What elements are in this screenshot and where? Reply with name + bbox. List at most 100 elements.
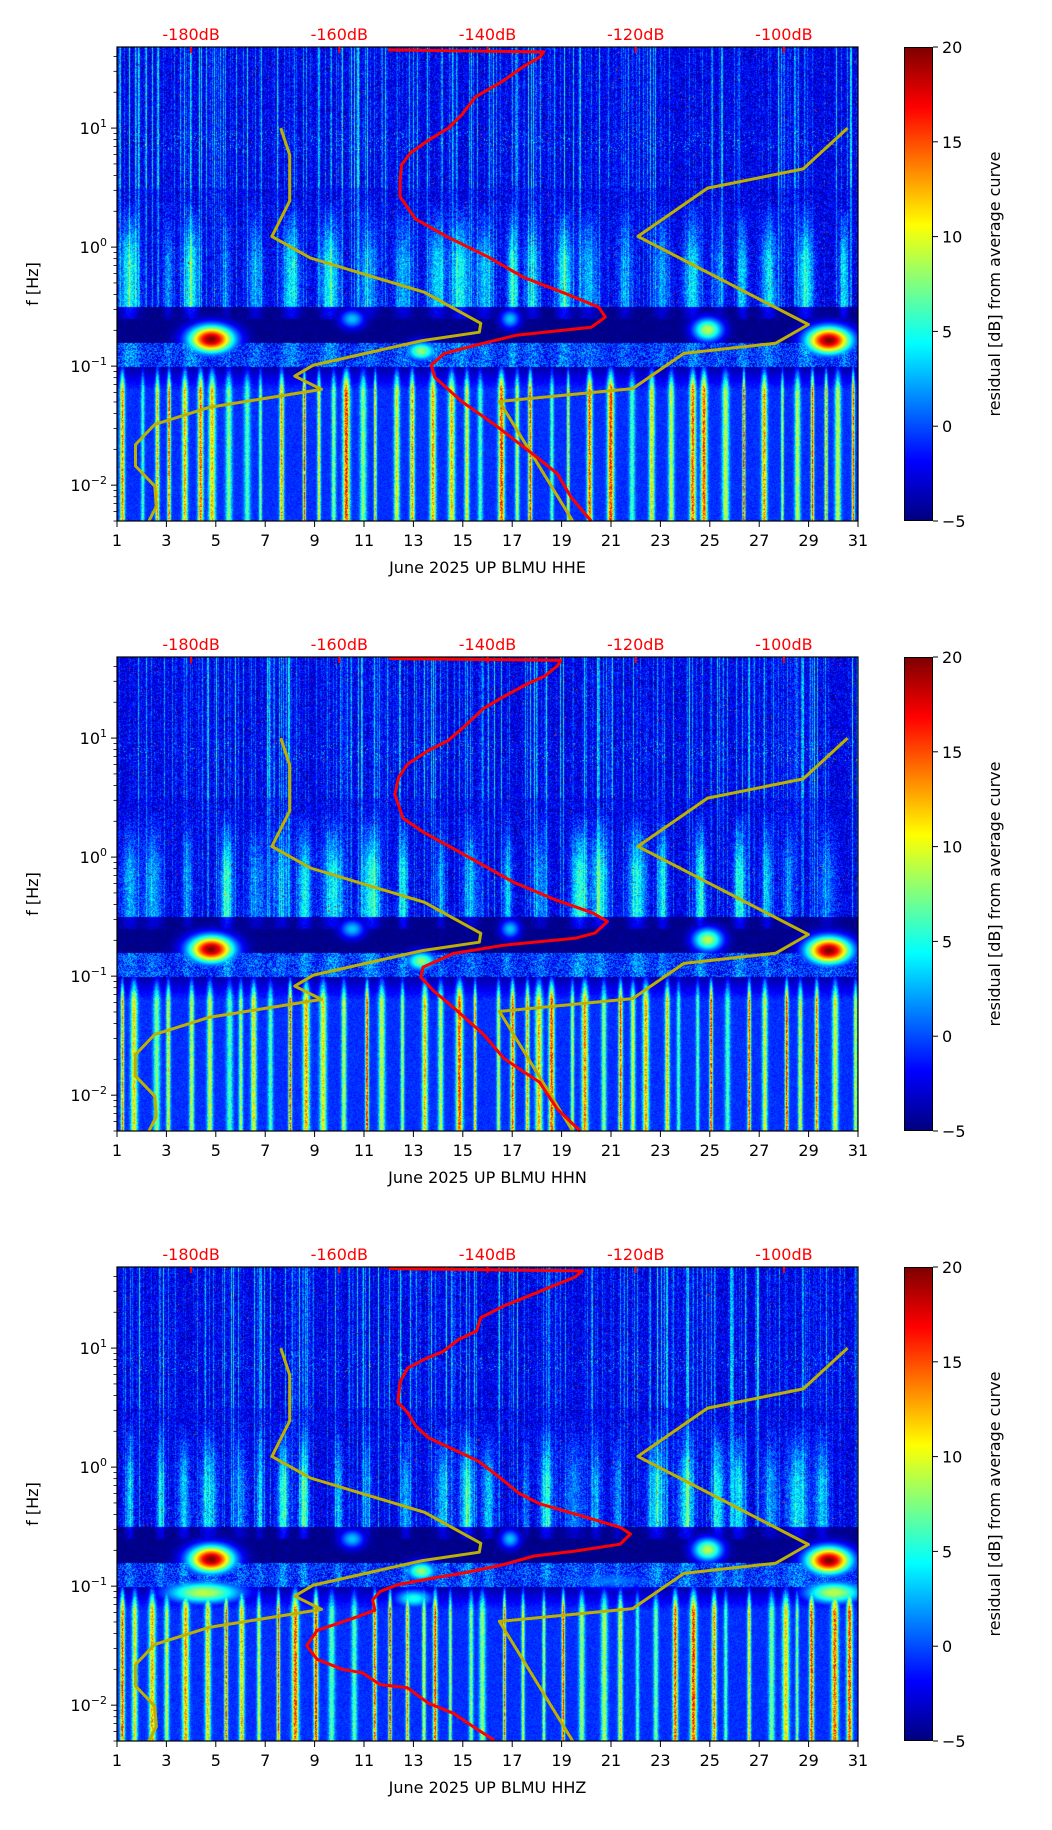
colorbar	[904, 47, 933, 521]
psd-curve	[388, 657, 609, 1133]
y-tick-label: 100	[80, 1456, 107, 1477]
x-tick-label: 17	[502, 1141, 522, 1160]
colorbar-tick-label: −5	[942, 512, 966, 531]
top-db-tick-label: -100dB	[755, 25, 812, 44]
colorbar-tick-label: 10	[942, 838, 962, 857]
spectrogram-panel-hhn: 1 3 5 7 9 11 13 15 17 19 21 23 25 27 29 31 June 2025 UP …	[0, 610, 1052, 1220]
top-db-tick-label: -160dB	[311, 635, 368, 654]
spectrogram-panel-hhz: 1 3 5 7 9 11 13 15 17 19 21 23 25 27 29 31 June 2025 UP …	[0, 1220, 1052, 1830]
x-tick-label: 23	[650, 1141, 670, 1160]
top-db-tick-label: -120dB	[607, 1245, 664, 1264]
x-tick-label: 15	[453, 1141, 473, 1160]
x-tick-label: 5	[211, 1751, 221, 1770]
y-tick-label: 101	[80, 117, 107, 138]
x-tick-label: 15	[453, 1751, 473, 1770]
x-tick-label: 17	[502, 1751, 522, 1770]
colorbar-label: residual [dB] from average curve	[985, 762, 1004, 1027]
colorbar	[904, 1267, 933, 1741]
plot-frame	[116, 46, 859, 522]
x-tick-label: 29	[798, 531, 818, 550]
colorbar-tick-label: 20	[942, 38, 962, 57]
colorbar-label: residual [dB] from average curve	[985, 1372, 1004, 1637]
x-tick-label: 9	[310, 1141, 320, 1160]
colorbar-tick-label: 15	[942, 133, 962, 152]
top-db-tick-label: -160dB	[311, 1245, 368, 1264]
x-tick-label: 17	[502, 531, 522, 550]
x-tick-label: 27	[749, 1141, 769, 1160]
x-tick-label: 9	[310, 531, 320, 550]
x-tick-label: 29	[798, 1751, 818, 1770]
x-tick-label: 13	[403, 531, 423, 550]
top-db-tick-label: -160dB	[311, 25, 368, 44]
x-tick-label: 11	[354, 1751, 374, 1770]
x-tick-label: 11	[354, 1141, 374, 1160]
x-tick-label: 7	[260, 1751, 270, 1770]
x-axis-label: June 2025 UP BLMU HHN	[387, 1168, 587, 1187]
colorbar-tick-label: 10	[942, 1448, 962, 1467]
nlnm-curve	[134, 127, 483, 522]
x-axis-label: June 2025 UP BLMU HHZ	[388, 1778, 587, 1797]
y-tick-label: 10−2	[70, 1694, 107, 1715]
x-tick-label: 23	[650, 1751, 670, 1770]
y-axis-label: f [Hz]	[23, 872, 42, 916]
x-tick-label: 13	[403, 1751, 423, 1770]
x-tick-label: 3	[161, 1141, 171, 1160]
colorbar-tick-label: 5	[942, 1542, 952, 1561]
spectrogram-image	[117, 1267, 858, 1741]
y-axis-label: f [Hz]	[23, 262, 42, 306]
spectrogram-image	[117, 657, 858, 1131]
x-tick-label: 21	[601, 531, 621, 550]
x-tick-label: 19	[551, 1751, 571, 1770]
plot-frame	[116, 656, 859, 1132]
colorbar-tick-label: 20	[942, 1258, 962, 1277]
nlnm-curve	[134, 1347, 483, 1742]
colorbar-tick-label: 0	[942, 1027, 952, 1046]
y-tick-label: 101	[80, 727, 107, 748]
top-db-tick-label: -140dB	[459, 25, 516, 44]
x-axis-label: June 2025 UP BLMU HHE	[388, 558, 586, 577]
nhnm-curve	[497, 126, 849, 522]
y-tick-label: 10−1	[70, 1575, 107, 1596]
x-tick-label: 25	[700, 531, 720, 550]
x-tick-label: 15	[453, 531, 473, 550]
colorbar-label: residual [dB] from average curve	[985, 152, 1004, 417]
x-tick-label: 7	[260, 531, 270, 550]
top-db-tick-label: -120dB	[607, 25, 664, 44]
x-tick-label: 25	[700, 1141, 720, 1160]
x-tick-label: 19	[551, 531, 571, 550]
colorbar-tick-label: 0	[942, 417, 952, 436]
y-tick-label: 10−2	[70, 474, 107, 495]
colorbar-tick-label: −5	[942, 1122, 966, 1141]
colorbar	[904, 657, 933, 1131]
x-tick-label: 1	[112, 1751, 122, 1770]
x-tick-label: 31	[848, 1141, 868, 1160]
x-tick-label: 13	[403, 1141, 423, 1160]
colorbar-tick-label: 5	[942, 322, 952, 341]
x-tick-label: 21	[601, 1751, 621, 1770]
x-tick-label: 5	[211, 1141, 221, 1160]
nhnm-curve	[497, 736, 849, 1132]
spectrogram-panel-hhe: 1 3 5 7 9 11 13 15 17 19 21 23 25 27 29 31 June 2025 UP …	[0, 0, 1052, 610]
top-db-tick-label: -180dB	[162, 635, 219, 654]
nlnm-curve	[134, 737, 483, 1132]
x-tick-label: 1	[112, 1141, 122, 1160]
y-tick-label: 100	[80, 236, 107, 257]
x-tick-label: 3	[161, 1751, 171, 1770]
y-axis-label: f [Hz]	[23, 1482, 42, 1526]
y-tick-label: 10−1	[70, 965, 107, 986]
top-db-tick-label: -120dB	[607, 635, 664, 654]
x-tick-label: 31	[848, 531, 868, 550]
top-db-tick-label: -100dB	[755, 635, 812, 654]
colorbar-tick-label: 15	[942, 743, 962, 762]
top-db-tick-label: -140dB	[459, 635, 516, 654]
spectrogram-image	[117, 47, 858, 521]
psd-curve	[388, 48, 607, 522]
colorbar-tick-label: 20	[942, 648, 962, 667]
y-tick-label: 10−2	[70, 1084, 107, 1105]
x-tick-label: 9	[310, 1751, 320, 1770]
x-tick-label: 27	[749, 1751, 769, 1770]
x-tick-label: 3	[161, 531, 171, 550]
colorbar-tick-label: 15	[942, 1353, 962, 1372]
